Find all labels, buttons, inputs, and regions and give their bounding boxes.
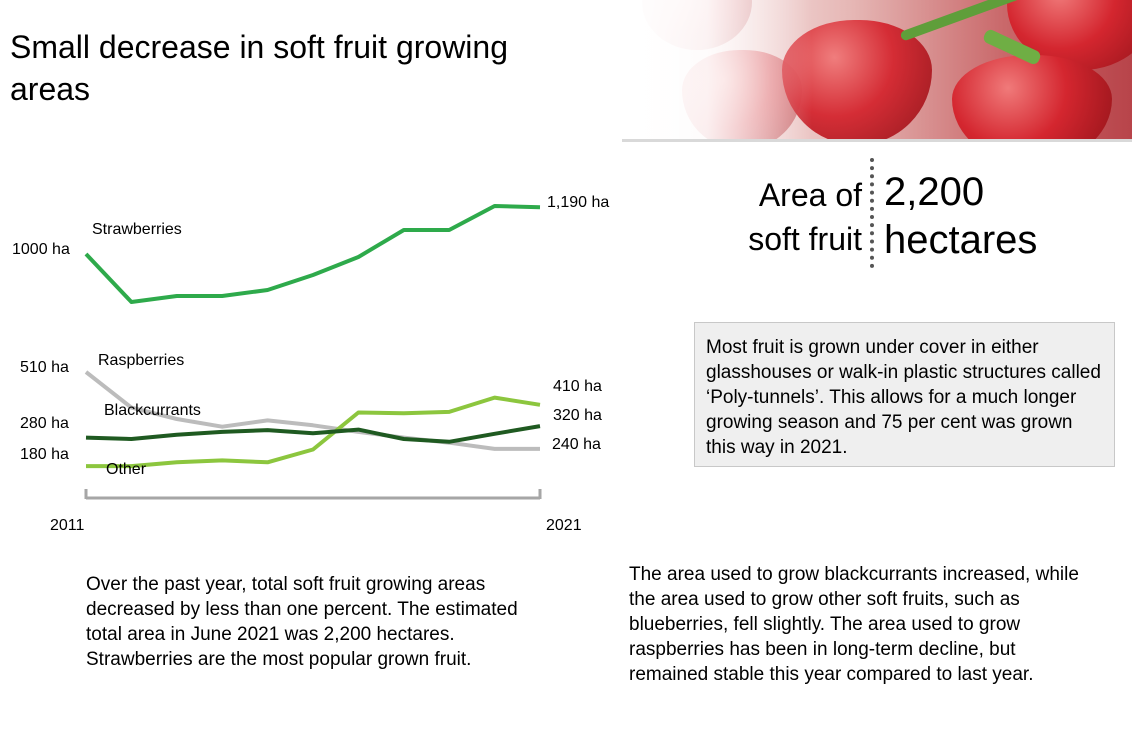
x-tick-label-start: 2011 xyxy=(50,517,85,534)
start-value-label-other: 180 ha xyxy=(20,446,69,463)
area-stat-label: Area of soft fruit xyxy=(748,177,862,257)
photo-border xyxy=(622,139,1132,142)
stat-divider xyxy=(870,158,874,268)
strawberries-photo xyxy=(622,0,1132,142)
detail-paragraph: The area used to grow blackcurrants incr… xyxy=(629,564,1079,685)
poly-tunnel-note: Most fruit is grown under cover in eithe… xyxy=(694,322,1115,467)
soft-fruit-line-chart: Strawberries 1000 ha 1,190 ha Raspberries 51… xyxy=(12,194,609,534)
series-label-raspberries: Raspberries xyxy=(98,352,184,369)
series-label-other: Other xyxy=(106,461,147,478)
end-value-label-other: 410 ha xyxy=(553,378,602,395)
end-value-label-blackcurrants: 320 ha xyxy=(553,407,602,424)
series-label-strawberries: Strawberries xyxy=(92,221,182,238)
page-title: Small decrease in soft fruit growing are… xyxy=(10,29,508,107)
area-stat-value: 2,200 hectares xyxy=(884,170,1038,262)
end-value-label-strawberries: 1,190 ha xyxy=(547,194,609,211)
start-value-label-blackcurrants: 280 ha xyxy=(20,415,69,432)
start-value-label-strawberries: 1000 ha xyxy=(12,241,70,258)
strawberry-shape xyxy=(952,55,1112,142)
start-value-label-raspberries: 510 ha xyxy=(20,359,69,376)
summary-paragraph: Over the past year, total soft fruit gro… xyxy=(86,574,518,670)
x-tick-label-end: 2021 xyxy=(546,517,582,534)
series-label-blackcurrants: Blackcurrants xyxy=(104,402,201,419)
end-value-label-raspberries: 240 ha xyxy=(552,436,601,453)
series-line-blackcurrants xyxy=(85,424,541,444)
photo-fade xyxy=(622,0,812,142)
